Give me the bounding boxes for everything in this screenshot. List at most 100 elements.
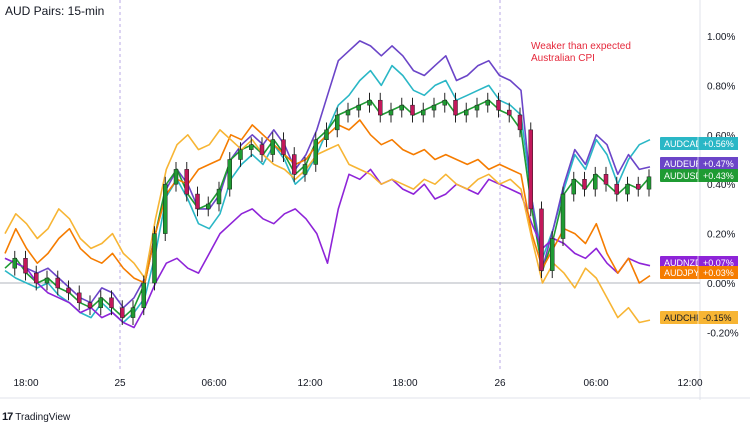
x-tick-label: 18:00 [392, 378, 417, 389]
y-tick-label: 0.00% [707, 279, 735, 290]
candle-body [431, 104, 437, 111]
legend-tag-value-box [698, 266, 738, 279]
candle-body [388, 109, 394, 116]
candle-body [485, 99, 490, 106]
y-tick-label: -0.20% [707, 328, 739, 339]
y-tick-label: 0.20% [707, 230, 735, 241]
x-tick-label: 06:00 [583, 378, 608, 389]
x-tick-label: 25 [114, 378, 126, 389]
candle-body [130, 307, 136, 318]
candle-layer [12, 92, 652, 325]
candle-body [507, 109, 512, 116]
candle-body [474, 104, 480, 111]
legend-tag-value-box [698, 256, 738, 269]
annotation: Weaker than expected Australian CPI [531, 41, 631, 65]
candle-body [539, 208, 544, 271]
candle-body [44, 277, 50, 284]
y-tick-label: 0.40% [707, 180, 735, 191]
annotation-line-1: Weaker than expected [531, 41, 631, 52]
candle-body [206, 203, 211, 210]
candle-body [34, 272, 39, 284]
candle-body [367, 99, 372, 106]
candle-body [281, 139, 286, 155]
candle-body [399, 104, 404, 111]
legend-tag-value: +0.03% [703, 268, 734, 278]
axis-layer: 1.00% 0.80% 0.60% 0.40% 0.20% 0.00% -0.20% 18:0… [13, 32, 738, 389]
legend-tag-name: AUDEUR [664, 159, 703, 169]
candle-body [163, 183, 168, 234]
legend-tag-audusd: AUDUSD +0.43% [660, 169, 738, 182]
candle-body [302, 164, 308, 175]
candle-body [87, 302, 93, 308]
legend-tag-value: +0.47% [703, 159, 734, 169]
legend-tag-value: -0.15% [703, 313, 732, 323]
candle-body [442, 99, 447, 106]
candle-body [66, 287, 71, 294]
legend-tag-name: AUDUSD [664, 171, 703, 181]
legend-tag-value-box [698, 137, 738, 150]
legend-tag-name: AUDCAD [664, 139, 703, 149]
candle-body [625, 183, 630, 195]
series-layer [4, 40, 651, 329]
candle-body [184, 169, 189, 195]
candle-body [646, 176, 652, 190]
candle-body [636, 183, 641, 190]
candle-body [603, 174, 609, 185]
candle-body [496, 99, 501, 111]
annotation-line-2: Australian CPI [531, 53, 595, 64]
candle-body [55, 277, 60, 289]
legend-tags: AUDCAD +0.56%AUDEUR +0.47%AUDUSD +0.43%AUDN… [660, 137, 738, 324]
tradingview-logo-icon: 17 [2, 411, 13, 423]
candle-body [528, 129, 533, 210]
candle-body [378, 99, 383, 116]
legend-tag-value-box [698, 157, 738, 170]
candle-body [335, 114, 340, 131]
x-tick-label: 12:00 [297, 378, 322, 389]
candle-body [270, 139, 275, 155]
candle-body [292, 154, 297, 175]
legend-tag-audcad: AUDCAD +0.56% [660, 137, 738, 150]
candle-body [550, 238, 555, 271]
candle-body [421, 109, 426, 116]
candle-body [152, 233, 157, 284]
legend-tag-value: +0.43% [703, 171, 734, 181]
candle-body [517, 114, 523, 131]
legend-tag-value: +0.56% [703, 139, 734, 149]
chart-title: AUD Pairs: 15-min [5, 4, 105, 18]
candle-body [593, 174, 598, 190]
candle-body [410, 104, 415, 116]
candle-body [571, 179, 576, 195]
legend-tag-audchf: AUDCHF -0.15% [660, 311, 738, 324]
candle-body [313, 139, 318, 165]
candle-body [464, 109, 469, 116]
candle-body [356, 104, 361, 111]
candle-body [173, 169, 179, 185]
legend-tag-value: +0.07% [703, 258, 734, 268]
series-line-audchf [4, 129, 651, 324]
candle-body [249, 144, 254, 150]
candle-body [12, 258, 17, 269]
x-tick-label: 06:00 [201, 378, 226, 389]
legend-tag-value-box [698, 169, 738, 182]
brand-label: TradingView [15, 411, 71, 423]
candle-body [560, 193, 566, 239]
legend-tag-name: AUDCHF [664, 313, 702, 323]
candle-body [195, 193, 200, 210]
candle-body [238, 149, 243, 160]
legend-tag-audnzd: AUDNZD +0.07% [660, 256, 738, 269]
tradingview-branding[interactable]: 17 TradingView [2, 411, 70, 423]
candle-body [227, 159, 232, 190]
candle-body [141, 282, 146, 308]
grid-layer [0, 0, 750, 400]
y-tick-label: 0.80% [707, 81, 735, 92]
legend-tag-value-box [698, 311, 738, 324]
legend-tag-audeur: AUDEUR +0.47% [660, 157, 738, 170]
x-tick-label: 12:00 [677, 378, 702, 389]
candle-body [582, 179, 587, 190]
candle-body [109, 297, 114, 308]
candle-body [345, 109, 351, 116]
candle-body [259, 144, 265, 155]
x-tick-label: 18:00 [13, 378, 38, 389]
candle-body [216, 188, 222, 205]
